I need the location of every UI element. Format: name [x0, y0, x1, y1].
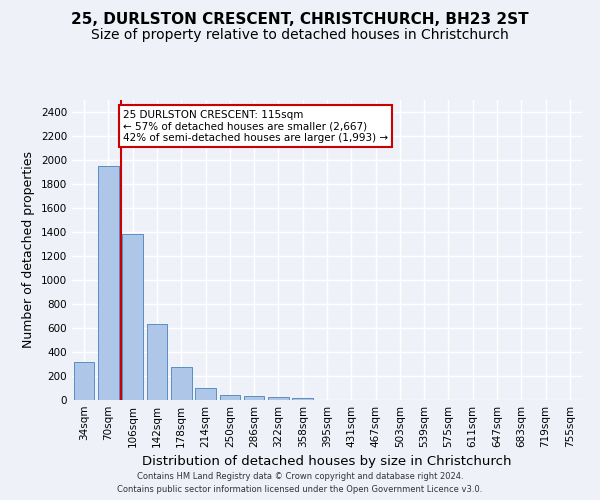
Text: 25, DURLSTON CRESCENT, CHRISTCHURCH, BH23 2ST: 25, DURLSTON CRESCENT, CHRISTCHURCH, BH2… — [71, 12, 529, 28]
Bar — [171, 367, 191, 400]
Text: Contains public sector information licensed under the Open Government Licence v3: Contains public sector information licen… — [118, 485, 482, 494]
Bar — [268, 398, 289, 400]
Text: 25 DURLSTON CRESCENT: 115sqm
← 57% of detached houses are smaller (2,667)
42% of: 25 DURLSTON CRESCENT: 115sqm ← 57% of de… — [123, 110, 388, 143]
Bar — [220, 394, 240, 400]
Bar — [74, 362, 94, 400]
Bar — [122, 234, 143, 400]
Text: Size of property relative to detached houses in Christchurch: Size of property relative to detached ho… — [91, 28, 509, 42]
Bar — [244, 396, 265, 400]
Bar — [98, 166, 119, 400]
Bar — [195, 388, 216, 400]
Text: Contains HM Land Registry data © Crown copyright and database right 2024.: Contains HM Land Registry data © Crown c… — [137, 472, 463, 481]
Bar — [146, 324, 167, 400]
Bar — [292, 398, 313, 400]
X-axis label: Distribution of detached houses by size in Christchurch: Distribution of detached houses by size … — [142, 456, 512, 468]
Y-axis label: Number of detached properties: Number of detached properties — [22, 152, 35, 348]
